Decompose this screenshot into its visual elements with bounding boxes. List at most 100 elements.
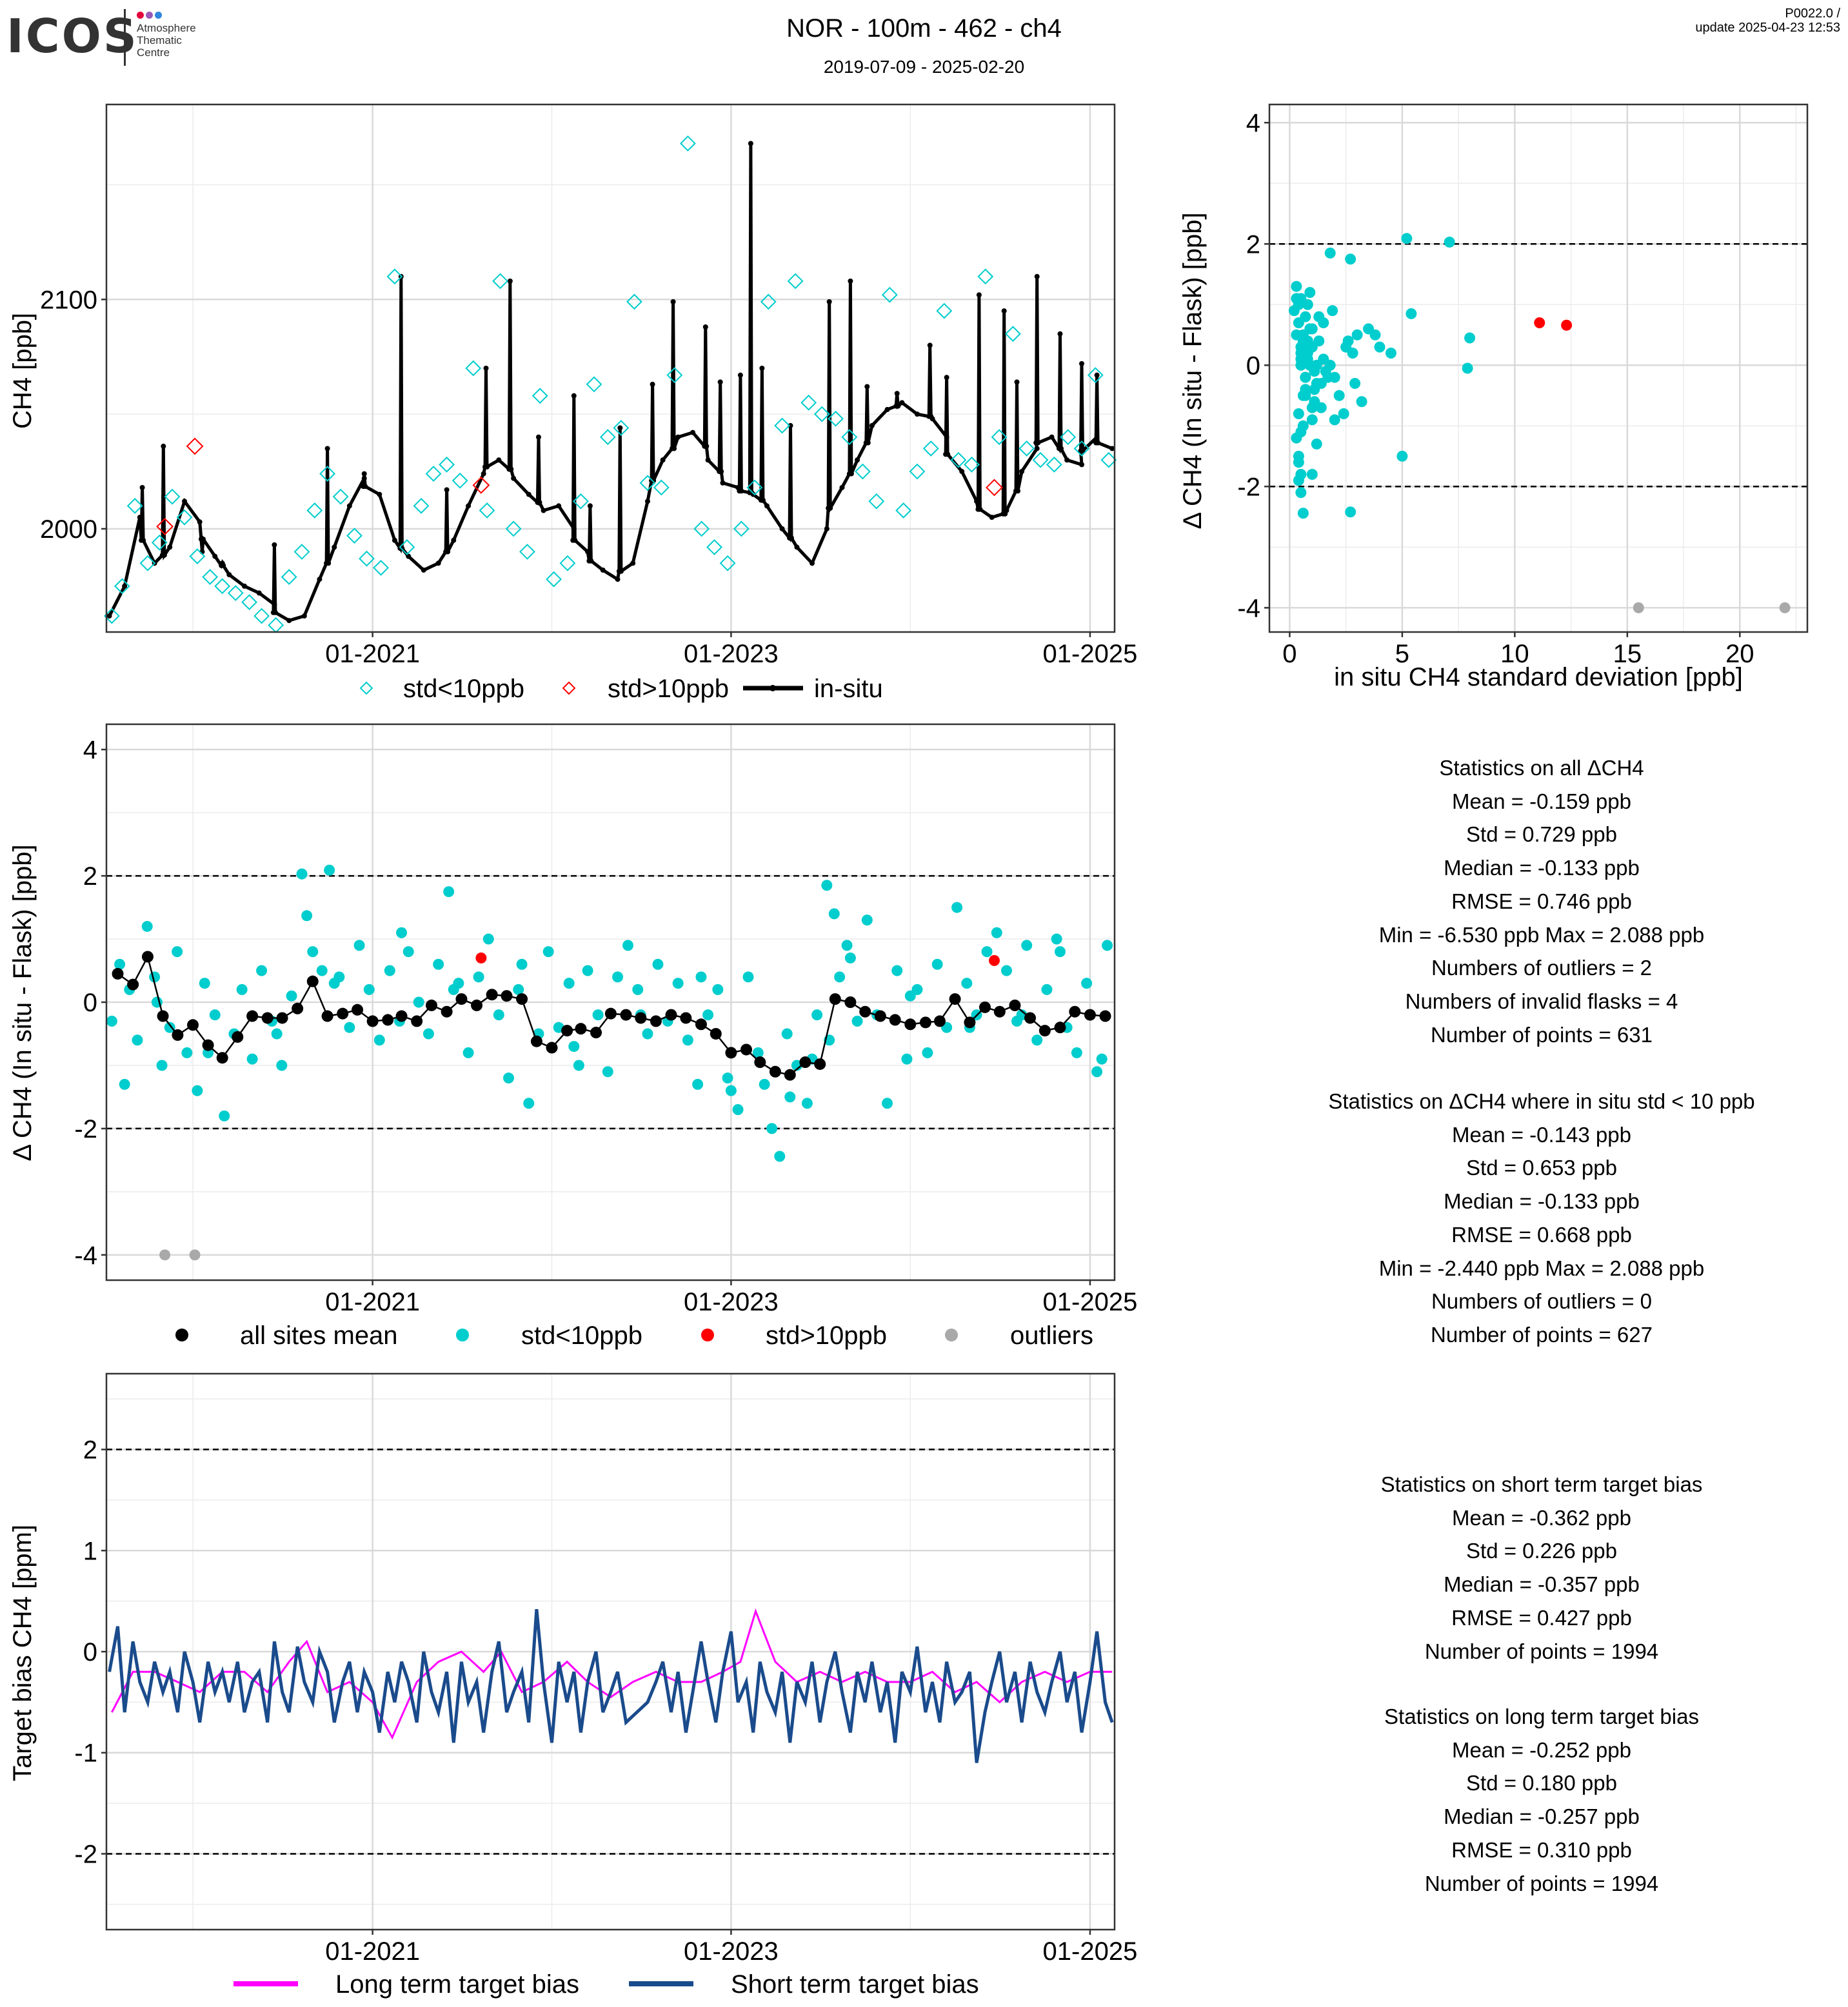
delta-point-std10ppb [1091,1066,1103,1078]
all-sites-mean-point [292,1002,304,1014]
in-situ-point [392,537,397,543]
all-sites-mean-point [590,1027,602,1039]
in-situ-point [705,457,711,463]
x-tick-label: 01-2021 [325,1937,420,1966]
delta-point-std10ppb [602,1066,613,1078]
y-tick-label: -4 [74,1241,97,1270]
x-tick-label: 10 [1500,640,1529,668]
scatter-point-std10ppb [1313,311,1325,322]
in-situ-point [764,503,770,509]
in-situ-point [719,469,724,475]
stats-line: Mean = -0.159 ppb [1452,789,1631,813]
all-sites-mean-point [172,1029,184,1041]
std-lt-10-diamond [964,456,980,473]
all-sites-mean-point [575,1023,587,1035]
in-situ-point [690,430,696,435]
std-lt-10-diamond [164,488,181,505]
scatter-point-std10ppb [1309,366,1320,377]
stats-line: Std = 0.226 ppb [1466,1539,1617,1563]
scatter-point-std10ppb [1302,299,1313,310]
logo-dots-icon [137,10,164,19]
delta-point-std10ppb [682,1034,693,1046]
in-situ-point [377,491,383,497]
in-situ-point [864,384,870,390]
in-situ-point [444,487,450,493]
in-situ-point [1014,379,1020,385]
in-situ-point [945,451,951,457]
all-sites-mean-point [471,999,483,1011]
scatter-point-std10ppb [1324,247,1336,259]
y-tick-label: 0 [1246,351,1260,380]
in-situ-point [197,519,203,525]
legend-all-sites-mean-key [175,1329,188,1341]
delta-point-std10ppb [324,864,335,876]
delta-point-std10ppb [904,990,916,1002]
stats-line: Std = 0.729 ppb [1466,822,1617,847]
x-tick-label: 01-2021 [325,640,420,668]
delta-point-std10ppb [742,971,754,983]
delta-point-std10ppb [752,1047,764,1058]
scatter-point-std10ppb [1306,469,1318,480]
stats-line: RMSE = 0.310 ppb [1451,1837,1632,1862]
in-situ-point [484,464,490,470]
in-situ-point [1034,273,1040,279]
scatter-point-std10ppb [1322,371,1334,383]
std-lt-10-diamond [519,544,535,560]
delta-point-std10ppb [801,1098,813,1109]
std-lt-10-diamond [950,451,967,468]
legend-std-lt-10-key [456,1329,469,1341]
delta-point-std10ppb [844,952,856,964]
in-situ-point [361,475,367,481]
delta-point-std10ppb [256,965,268,976]
scatter-point-std10ppb [1338,408,1349,420]
in-situ-point [1109,446,1115,451]
in-situ-point [200,536,206,542]
delta-point-std10ppb [513,984,524,995]
scatter-point-std10ppb [1293,408,1304,420]
in-situ-point [508,466,514,472]
std-lt-10-diamond [855,463,871,480]
in-situ-point [535,434,541,440]
all-sites-mean-point [784,1069,796,1081]
all-sites-mean-point [127,978,139,991]
in-situ-point [167,544,173,550]
std-lt-10-diamond [639,475,656,491]
in-situ-point [618,568,624,574]
all-sites-mean-point [366,1015,379,1027]
in-situ-point [794,544,800,550]
std-lt-10-diamond [1032,451,1049,468]
stats-line: Median = -0.133 ppb [1444,1189,1640,1214]
stats-line: Min = -2.440 ppb Max = 2.088 ppb [1378,1256,1705,1280]
scatter-point-std10ppb [1313,335,1325,347]
delta-point-std10ppb [402,946,414,958]
all-sites-mean-point [859,1005,871,1018]
in-situ-point [617,425,623,431]
in-situ-point [511,475,517,481]
std-lt-10-diamond [977,268,994,285]
scatter-point-std10ppb [1351,329,1363,341]
in-situ-point [363,484,368,489]
stats-line: Number of points = 1994 [1424,1639,1659,1663]
delta-point-std10ppb [991,927,1002,938]
all-sites-mean-point [112,967,124,980]
std-lt-10-diamond [559,555,576,571]
in-situ-point [286,618,292,624]
in-situ-point [571,526,577,531]
std-lt-10-diamond [505,520,522,537]
std-lt-10-diamond [176,509,193,526]
plot-background [1269,104,1807,632]
delta-point-outliers [189,1249,201,1261]
x-tick-label: 01-2021 [325,1288,420,1316]
std-lt-10-diamond [1046,456,1062,473]
stats-line: RMSE = 0.668 ppb [1451,1222,1632,1247]
in-situ-point [739,488,744,494]
y-axis-label: Δ CH4 (In situ - Flask) [ppb] [1178,212,1207,529]
scatter-point-std10ppb [1406,308,1417,319]
delta-point-std10ppb [759,1078,770,1090]
scatter-point-std10ppb [1464,332,1476,344]
in-situ-point [737,372,743,378]
in-situ-point [717,379,723,385]
delta-point-std10ppb [1102,940,1113,951]
in-situ-point [332,544,337,550]
std-lt-10-diamond [293,544,310,560]
